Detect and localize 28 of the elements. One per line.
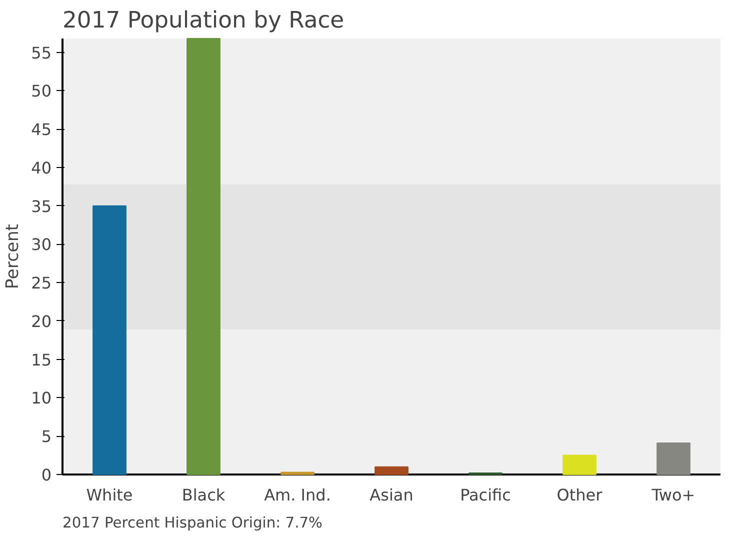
y-tick-label: 40 xyxy=(31,158,52,178)
bar xyxy=(562,454,596,475)
x-tick-label: Black xyxy=(182,486,226,504)
y-tick-label: 30 xyxy=(31,235,52,254)
x-tick-label: Asian xyxy=(370,486,414,504)
text: 2017 Percent Hispanic Origin: 7.7% xyxy=(62,514,323,532)
y-tick-label: 15 xyxy=(31,350,52,370)
x-tick-label: Am. Ind. xyxy=(264,486,331,504)
y-axis-title: Percent xyxy=(3,224,24,290)
x-tick-label: Other xyxy=(556,486,603,504)
bar xyxy=(374,466,408,475)
bar xyxy=(92,205,126,475)
y-tick-label: 20 xyxy=(31,312,52,331)
y-tick-label: 55 xyxy=(31,43,52,62)
x-tick-label: White xyxy=(86,486,133,504)
y-tick-label: 0 xyxy=(41,466,52,484)
bar xyxy=(186,38,220,475)
bar xyxy=(280,472,314,475)
y-tick-label: 25 xyxy=(31,274,52,293)
y-tick-label: 50 xyxy=(31,82,52,101)
x-tick-label: Pacific xyxy=(460,486,511,504)
y-tick-label: 10 xyxy=(31,388,52,408)
bar xyxy=(656,442,690,475)
x-tick-label: Two+ xyxy=(650,486,696,504)
y-tick-label: 35 xyxy=(31,196,52,216)
chart-title: 2017 Population by Race xyxy=(62,8,344,34)
y-tick-label: 5 xyxy=(41,427,52,446)
y-tick-label: 45 xyxy=(31,120,52,140)
